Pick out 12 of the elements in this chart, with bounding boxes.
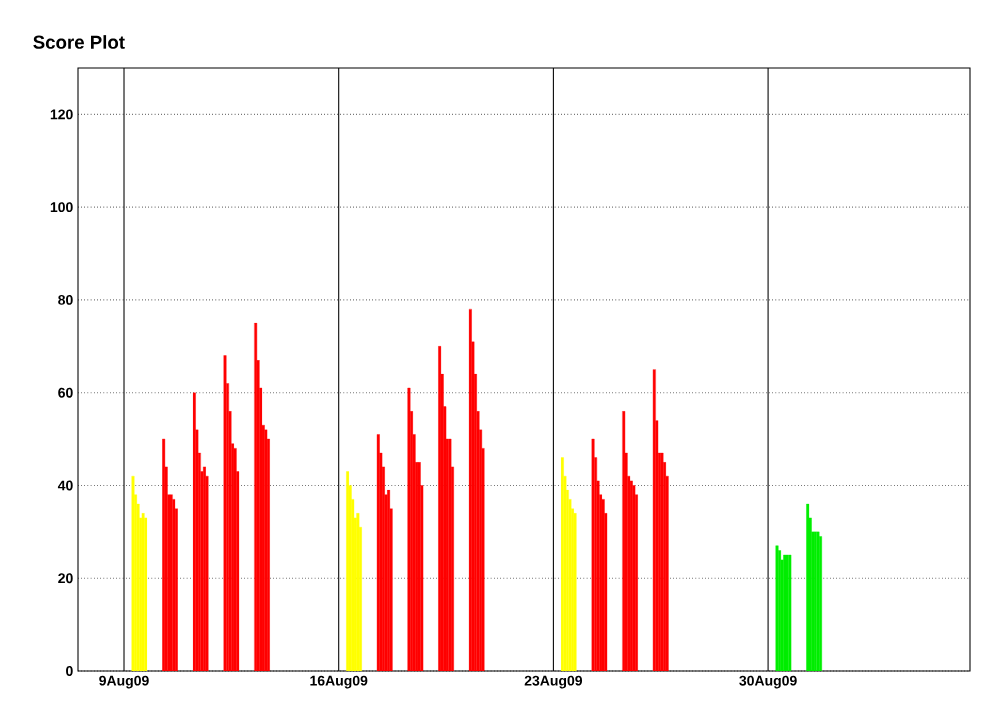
x-tick-label: 23Aug09 [524, 675, 583, 689]
y-tick-label: 40 [57, 480, 73, 491]
x-tick-label: 30Aug09 [739, 675, 797, 689]
y-tick-label: 80 [58, 294, 73, 305]
x-tick-label: 9Aug09 [99, 675, 149, 689]
x-tick-label: 16Aug09 [310, 675, 368, 689]
y-tick-label: 60 [58, 387, 73, 398]
y-tick-label: 20 [58, 573, 73, 584]
chart-title: Score Plot [33, 35, 125, 49]
y-tick-label: 120 [50, 109, 73, 120]
y-tick-label: 0 [66, 666, 73, 676]
y-tick-label: 100 [50, 202, 73, 213]
